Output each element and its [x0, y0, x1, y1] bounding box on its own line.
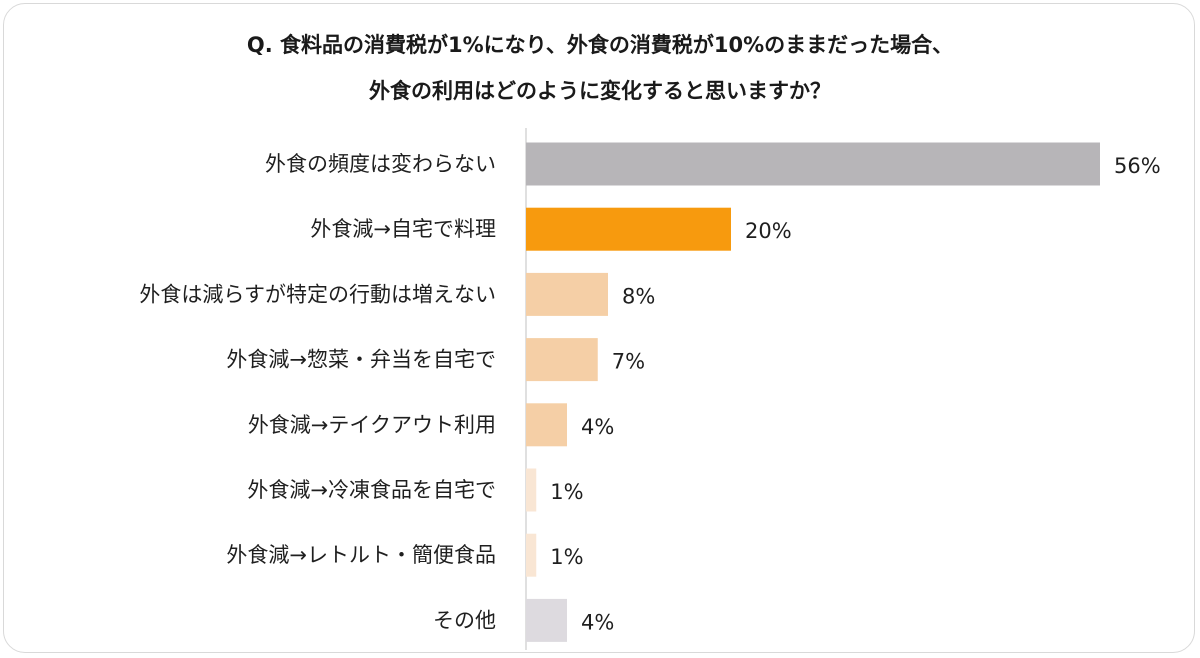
- value-label: 4%: [581, 610, 614, 634]
- value-label: 4%: [581, 415, 614, 439]
- category-label: 外食減→冷凍食品を自宅で: [247, 478, 496, 502]
- bar: [526, 403, 567, 447]
- chart-title-line-1: Q. 食料品の消費税が1%になり、外食の消費税が10%のままだった場合、: [246, 33, 954, 57]
- value-label: 7%: [612, 350, 645, 374]
- bar: [526, 468, 537, 512]
- bar: [526, 142, 1100, 186]
- category-label: 外食減→惣菜・弁当を自宅で: [226, 348, 496, 372]
- category-label: 外食減→レトルト・簡便食品: [226, 543, 496, 567]
- chart-title-line-2: 外食の利用はどのように変化すると思いますか？: [369, 79, 831, 103]
- bar: [526, 207, 731, 251]
- category-label: 外食減→自宅で料理: [310, 217, 496, 241]
- value-label: 1%: [550, 480, 583, 504]
- category-label: 外食は減らすが特定の行動は増えない: [139, 282, 496, 306]
- chart-title: Q. 食料品の消費税が1%になり、外食の消費税が10%のままだった場合、 外食の…: [0, 22, 1200, 114]
- category-label: 外食減→テイクアウト利用: [248, 413, 496, 437]
- bar: [526, 338, 598, 382]
- bar: [526, 533, 537, 577]
- chart-frame: [3, 3, 1195, 653]
- value-label: 8%: [622, 284, 655, 308]
- bar: [526, 272, 608, 316]
- bar: [526, 598, 567, 642]
- value-label: 56%: [1114, 154, 1161, 178]
- value-label: 20%: [745, 219, 792, 243]
- category-label: その他: [433, 608, 496, 632]
- value-label: 1%: [550, 545, 583, 569]
- category-label: 外食の頻度は変わらない: [265, 152, 496, 176]
